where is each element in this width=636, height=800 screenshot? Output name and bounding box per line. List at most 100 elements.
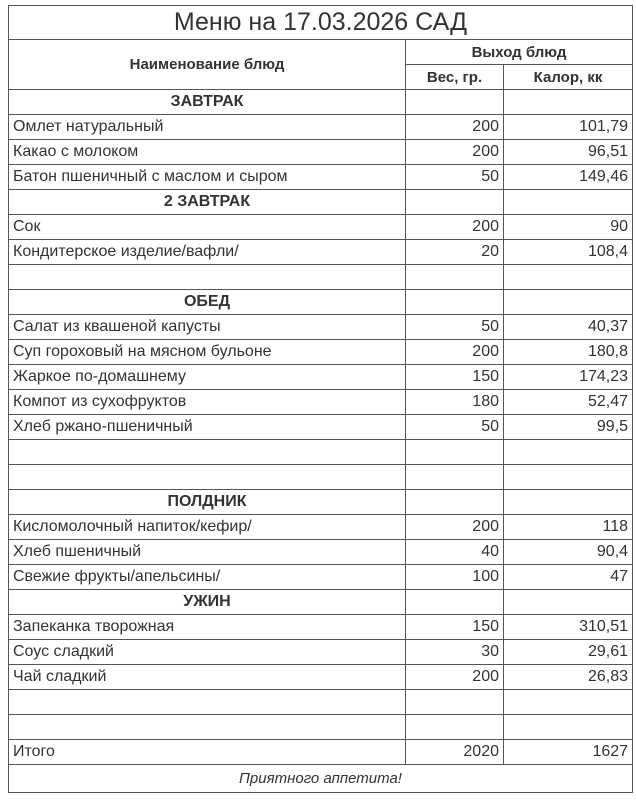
dish-weight: 20 <box>405 239 504 265</box>
table-row: Свежие фрукты/апельсины/100 47 <box>8 564 634 590</box>
dish-name: Кондитерское изделие/вафли/ <box>8 239 406 265</box>
dish-name: Омлет натуральный <box>8 114 406 140</box>
dish-weight <box>405 714 504 740</box>
dish-weight: 50 <box>405 164 504 190</box>
table-row: Суп гороховый на мясном бульоне 200 180,8 <box>8 339 634 365</box>
dish-name: Салат из квашеной капусты <box>8 314 406 340</box>
dish-name: Запеканка творожная <box>8 614 406 640</box>
dish-weight: 200 <box>405 339 504 365</box>
dish-calories <box>502 464 634 490</box>
section-title: 2 ЗАВТРАК <box>8 189 406 215</box>
dish-calories <box>502 689 634 715</box>
dish-name: Свежие фрукты/апельсины/ <box>8 564 406 590</box>
dish-name: Итого <box>8 739 406 765</box>
table-row <box>8 464 634 490</box>
page-title: Меню на 17.03.2026 САД <box>7 5 634 40</box>
dish-weight <box>405 464 504 490</box>
section-row: ЗАВТРАК <box>8 89 634 115</box>
dish-calories: 90,4 <box>502 539 634 565</box>
dish-name: Хлеб пшеничный <box>8 539 406 565</box>
table-row: Омлет натуральный 200 101,79 <box>8 114 634 140</box>
dish-weight: 40 <box>405 539 504 565</box>
dish-calories: 174,23 <box>502 364 634 390</box>
empty-cell <box>502 189 634 215</box>
dish-calories: 40,37 <box>502 314 634 340</box>
header-weight: Вес, гр. <box>405 64 504 90</box>
table-row: Сок 200 90 <box>8 214 634 240</box>
header-output: Выход блюд <box>404 39 634 65</box>
dish-name <box>8 714 406 740</box>
section-row: УЖИН <box>8 589 634 615</box>
table-row: Кисломолочный напиток/кефир/200 118 <box>8 514 634 540</box>
section-title: ЗАВТРАК <box>8 89 406 115</box>
dish-weight: 30 <box>405 639 504 665</box>
dish-name <box>8 689 406 715</box>
dish-name: Жаркое по-домашнему <box>8 364 406 390</box>
table-row: Жаркое по-домашнему 150 174,23 <box>8 364 634 390</box>
table-row <box>8 439 634 465</box>
empty-cell <box>405 589 504 615</box>
table-row: Чай сладкий 200 26,83 <box>8 664 634 690</box>
section-row: ОБЕД <box>8 289 634 315</box>
empty-cell <box>405 89 504 115</box>
dish-calories: 52,47 <box>502 389 634 415</box>
table-row <box>8 714 634 740</box>
dish-weight <box>405 264 504 290</box>
dish-name: Компот из сухофруктов <box>8 389 406 415</box>
table-row: Запеканка творожная 150 310,51 <box>8 614 634 640</box>
dish-weight: 200 <box>405 114 504 140</box>
table-row: Соус сладкий 30 29,61 <box>8 639 634 665</box>
dish-calories <box>502 439 634 465</box>
empty-cell <box>405 289 504 315</box>
dish-name: Хлеб ржано-пшеничный <box>8 414 406 440</box>
table-row <box>8 264 634 290</box>
dish-calories: 118 <box>502 514 634 540</box>
dish-calories <box>502 714 634 740</box>
empty-cell <box>405 489 504 515</box>
menu-table: Меню на 17.03.2026 САД Наименование блюд… <box>7 5 634 793</box>
dish-weight: 50 <box>405 414 504 440</box>
section-row: 2 ЗАВТРАК <box>8 189 634 215</box>
empty-cell <box>502 589 634 615</box>
dish-calories <box>502 264 634 290</box>
dish-weight: 100 <box>405 564 504 590</box>
section-title: ПОЛДНИК <box>8 489 406 515</box>
dish-calories: 180,8 <box>502 339 634 365</box>
dish-calories: 1627 <box>502 739 634 765</box>
dish-weight: 180 <box>405 389 504 415</box>
table-row: Итого 2020 1627 <box>8 739 634 765</box>
dish-calories: 29,61 <box>502 639 634 665</box>
empty-cell <box>502 489 634 515</box>
dish-calories: 26,83 <box>502 664 634 690</box>
dish-weight: 200 <box>405 514 504 540</box>
table-row: Какао с молоком 200 96,51 <box>8 139 634 165</box>
table-row <box>8 689 634 715</box>
empty-cell <box>405 189 504 215</box>
dish-name: Чай сладкий <box>8 664 406 690</box>
section-title: ОБЕД <box>8 289 406 315</box>
header-calories: Калор, кк <box>502 64 634 90</box>
table-row: Хлеб пшеничный 40 90,4 <box>8 539 634 565</box>
dish-name <box>8 439 406 465</box>
header-dish-name: Наименование блюд <box>8 39 406 90</box>
dish-calories: 310,51 <box>502 614 634 640</box>
dish-name: Кисломолочный напиток/кефир/ <box>8 514 406 540</box>
section-row: ПОЛДНИК <box>8 489 634 515</box>
dish-weight: 200 <box>405 214 504 240</box>
empty-cell <box>502 89 634 115</box>
dish-weight: 200 <box>405 664 504 690</box>
dish-weight: 2020 <box>405 739 504 765</box>
table-row: Кондитерское изделие/вафли/20 108,4 <box>8 239 634 265</box>
dish-weight <box>405 439 504 465</box>
dish-name <box>8 264 406 290</box>
table-row: Компот из сухофруктов 180 52,47 <box>8 389 634 415</box>
table-row: Батон пшеничный с маслом и сыром 50 149,46 <box>8 164 634 190</box>
dish-calories: 108,4 <box>502 239 634 265</box>
dish-name: Батон пшеничный с маслом и сыром <box>8 164 406 190</box>
dish-calories: 101,79 <box>502 114 634 140</box>
dish-name: Соус сладкий <box>8 639 406 665</box>
dish-calories: 96,51 <box>502 139 634 165</box>
table-row: Салат из квашеной капусты 50 40,37 <box>8 314 634 340</box>
dish-name: Какао с молоком <box>8 139 406 165</box>
footer-message: Приятного аппетита! <box>7 764 634 793</box>
